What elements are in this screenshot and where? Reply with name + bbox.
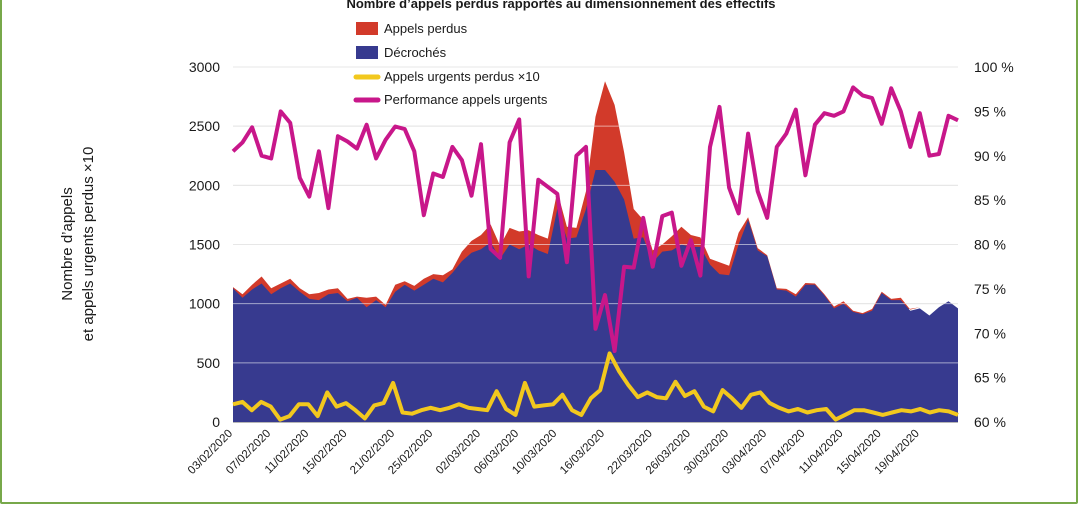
legend-label: Appels perdus	[384, 21, 468, 36]
legend-swatch	[356, 46, 378, 59]
legend-label: Performance appels urgents	[384, 92, 548, 107]
y-axis-ticks: 0 500 1000 1500 2000 2500 3000	[189, 59, 220, 430]
y-tick-label: 2000	[189, 177, 220, 193]
y2-tick-label: 75 %	[974, 281, 1006, 297]
legend-swatch	[356, 22, 378, 35]
area-layer	[233, 66, 958, 422]
y2-tick-label: 60 %	[974, 414, 1006, 430]
series-appels-urgents-perdus-line	[232, 351, 959, 422]
y-tick-label: 1000	[189, 296, 220, 312]
series-performance-line	[231, 85, 959, 353]
x-tick-label: 16/03/2020	[558, 428, 607, 477]
y-tick-label: 500	[197, 355, 221, 371]
chart-title: Nombre d’appels perdus rapportés au dime…	[346, 0, 775, 11]
line-layer	[231, 85, 959, 422]
y2-tick-label: 80 %	[974, 237, 1006, 253]
y-tick-label: 1500	[189, 237, 220, 253]
y-axis-label-line-2: et appels urgents perdus ×10	[80, 147, 97, 342]
y-axis-label-line-1: Nombre d’appels	[59, 187, 76, 300]
y2-tick-label: 100 %	[974, 59, 1014, 75]
legend-label: Appels urgents perdus ×10	[384, 69, 540, 84]
y2-tick-label: 85 %	[974, 192, 1006, 208]
y2-tick-label: 70 %	[974, 325, 1006, 341]
y-tick-label: 3000	[189, 59, 220, 75]
legend-label: Décrochés	[384, 45, 447, 60]
x-axis-ticks: 03/02/202007/02/202011/02/202015/02/2020…	[186, 428, 922, 477]
y2-tick-label: 95 %	[974, 103, 1006, 119]
y2-axis-ticks: 60 % 65 % 70 % 75 % 80 % 85 % 90 % 95 % 100 %	[974, 59, 1014, 430]
y-tick-label: 0	[212, 414, 220, 430]
legend: Appels perdus Décrochés Appels urgents per…	[353, 21, 548, 107]
y-tick-label: 2500	[189, 118, 220, 134]
y2-tick-label: 65 %	[974, 370, 1006, 386]
y2-tick-label: 90 %	[974, 148, 1006, 164]
